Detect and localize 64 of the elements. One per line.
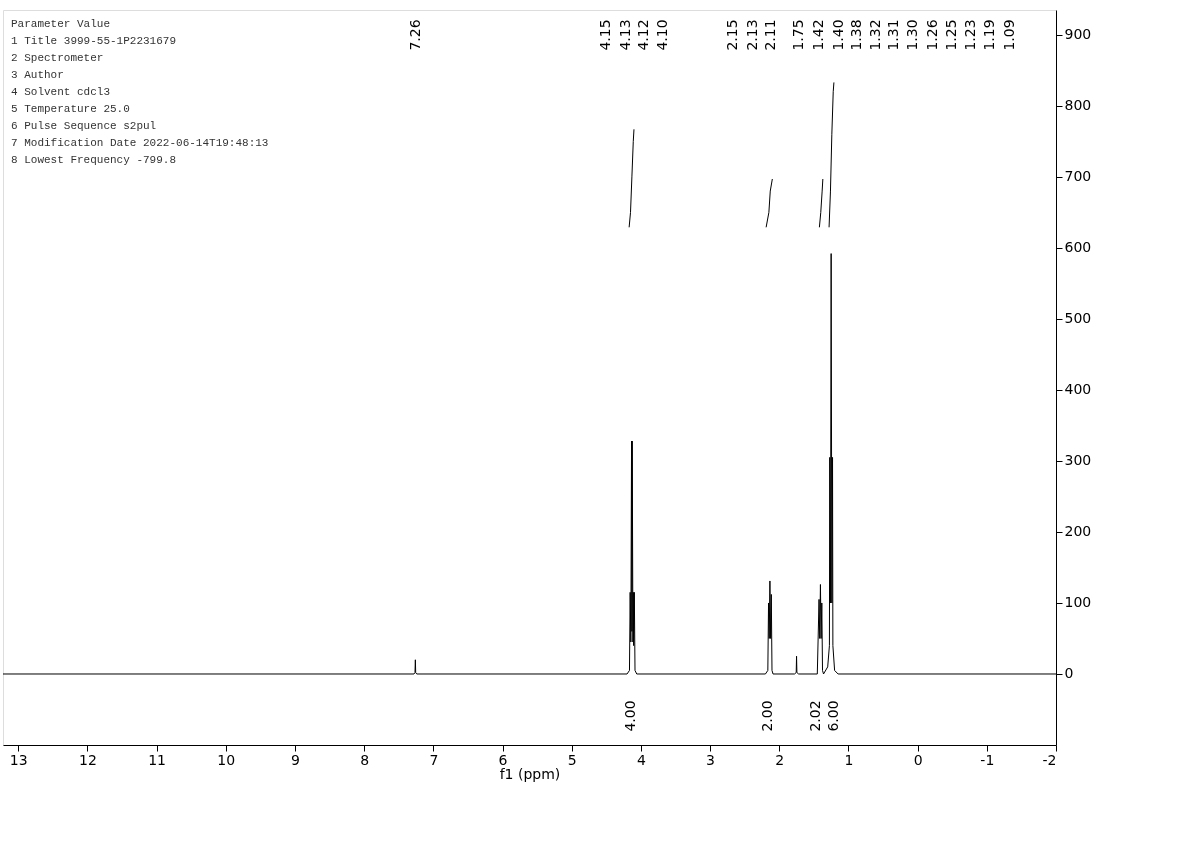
y-tick-label: 300 bbox=[1064, 452, 1092, 469]
y-tick-label: 0 bbox=[1064, 665, 1074, 682]
annotation: 1.30 bbox=[904, 19, 920, 51]
annotation: 4.15 bbox=[597, 19, 613, 51]
y-tick-label: 900 bbox=[1064, 26, 1092, 43]
annotation: 2.00 bbox=[759, 700, 775, 732]
annotation: 1.23 bbox=[962, 19, 978, 51]
x-axis-title: f1 (ppm) bbox=[499, 765, 561, 782]
line-series bbox=[828, 81, 835, 228]
x-tick-label: -2 bbox=[1042, 751, 1057, 768]
x-tick-label: 0 bbox=[913, 751, 923, 768]
y-tick-label: 600 bbox=[1064, 239, 1092, 256]
x-tick-label: 7 bbox=[429, 751, 439, 768]
annotation: 1.25 bbox=[943, 19, 959, 51]
annotation: 4.13 bbox=[617, 19, 633, 51]
annotation: 2.15 bbox=[724, 19, 740, 51]
annotation: 6.00 bbox=[825, 700, 841, 732]
annotation: 1.42 bbox=[810, 19, 826, 51]
annotation: 4.12 bbox=[635, 19, 651, 51]
x-tick-label: 3 bbox=[706, 751, 716, 768]
x-tick-label: 13 bbox=[9, 751, 28, 768]
annotation: 1.19 bbox=[981, 19, 997, 51]
annotation: Parameter Value bbox=[11, 18, 111, 30]
annotation: 7.26 bbox=[407, 19, 423, 51]
annotation: 4.00 bbox=[622, 700, 638, 732]
annotation: 2.13 bbox=[744, 19, 760, 51]
annotation: 4.10 bbox=[654, 19, 670, 51]
annotation: 3 Author bbox=[11, 69, 64, 81]
annotation: 1.32 bbox=[867, 19, 883, 51]
x-tick-label: 11 bbox=[148, 751, 167, 768]
y-tick-label: 400 bbox=[1064, 381, 1092, 398]
annotation: 6 Pulse Sequence s2pul bbox=[11, 120, 157, 132]
annotation: 4 Solvent cdcl3 bbox=[11, 86, 111, 98]
line-series bbox=[765, 178, 773, 228]
x-tick-label: 9 bbox=[291, 751, 300, 768]
y-tick-label: 200 bbox=[1064, 523, 1092, 540]
x-tick-label: 12 bbox=[78, 751, 97, 768]
x-tick-label: 10 bbox=[217, 751, 236, 768]
annotation: 7 Modification Date 2022-06-14T19:48:13 bbox=[11, 137, 269, 149]
annotation: 1 Title 3999-55-1P2231679 bbox=[11, 35, 177, 47]
x-tick-label: 1 bbox=[844, 751, 854, 768]
x-tick-label: 4 bbox=[636, 751, 646, 768]
x-tick-label: 6 bbox=[498, 751, 508, 768]
x-tick-label: -1 bbox=[980, 751, 995, 768]
y-tick-label: 500 bbox=[1064, 310, 1092, 327]
y-tick-label: 100 bbox=[1064, 594, 1092, 611]
annotation: 2.02 bbox=[807, 700, 823, 732]
y-tick-label: 700 bbox=[1064, 168, 1092, 185]
annotation: 1.38 bbox=[848, 19, 864, 51]
line-series bbox=[628, 128, 635, 228]
annotation: 2 Spectrometer bbox=[11, 52, 104, 64]
annotation: 8 Lowest Frequency -799.8 bbox=[11, 154, 177, 166]
annotation: 2.11 bbox=[762, 19, 778, 51]
annotation: 1.40 bbox=[830, 19, 846, 51]
annotation: 5 Temperature 25.0 bbox=[11, 103, 130, 115]
annotation: 1.31 bbox=[885, 19, 901, 51]
annotation: 1.09 bbox=[1001, 19, 1017, 51]
x-tick-label: 8 bbox=[360, 751, 370, 768]
y-tick-label: 800 bbox=[1064, 97, 1092, 114]
x-tick-label: 5 bbox=[567, 751, 577, 768]
annotation: 1.26 bbox=[924, 19, 940, 51]
annotation: 1.75 bbox=[790, 19, 806, 51]
x-tick-label: 2 bbox=[775, 751, 785, 768]
line-series bbox=[818, 178, 824, 228]
